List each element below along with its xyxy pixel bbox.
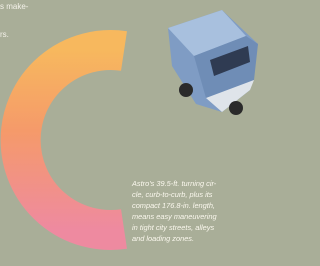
header-fragment: s make- [0,2,29,11]
caption-line: compact 176.8-in. length, [132,201,215,210]
caption-line: Astro's 39.5-ft. turning cir- [131,179,217,188]
caption-line: and loading zones. [132,234,194,243]
caption-line: in tight city streets, alleys [132,223,214,232]
caption-line: cle, curb-to-curb, plus its [132,190,213,199]
page-art: s make- rs. Astro's 39.5-ft. turning cir… [0,0,263,266]
caption-line: means easy maneuvering [132,212,218,221]
header-fragment: rs. [0,30,9,39]
page: {"header_fragment": ["s make-", "rs."], … [0,0,263,266]
